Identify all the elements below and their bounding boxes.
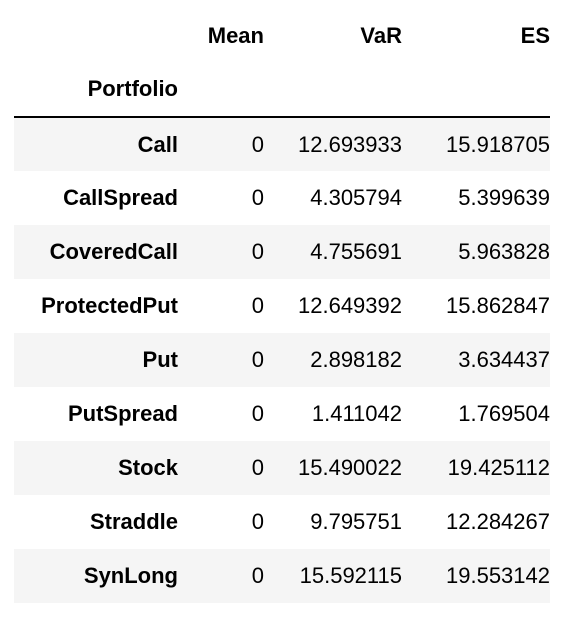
cell-es: 19.425112 [447,455,550,480]
cell-var: 9.795751 [310,509,402,534]
cell-mean: 0 [251,239,264,264]
cell-es: 15.918705 [446,131,550,157]
row-label-portfolio: SynLong [83,563,178,588]
table-row: Straddle 0 9.795751 12.284267 [14,495,550,549]
risk-metrics-table: Mean VaR ES Portfolio Call 0 12.693933 15.9… [14,10,550,603]
row-label-portfolio: Stock [118,455,178,480]
cell-mean: 0 [251,563,264,588]
cell-es: 3.634437 [458,347,550,372]
table-row: SynLong 0 15.592115 19.553142 [14,549,550,603]
table-row: Put 0 2.898182 3.634437 [14,333,550,387]
row-label-portfolio: ProtectedPut [41,293,178,318]
index-name-header: Portfolio [14,62,178,118]
cell-mean: 0 [251,185,264,210]
cell-es: 5.963828 [458,239,550,264]
cell-var: 4.755691 [310,239,402,264]
table-row: CoveredCall 0 4.755691 5.963828 [14,225,550,279]
table-row: Call 0 12.693933 15.918705 [14,117,550,171]
row-label-portfolio: CoveredCall [49,239,178,264]
cell-es: 1.769504 [458,401,550,426]
row-label-portfolio: Straddle [89,509,178,534]
index-header-row: Portfolio [14,62,550,118]
cell-es: 15.862847 [446,293,550,318]
table-row: Stock 0 15.490022 19.425112 [14,441,550,495]
row-label-portfolio: PutSpread [67,401,178,426]
column-header-mean: Mean [207,23,264,48]
index-header-blank [402,62,550,118]
cell-mean: 0 [251,293,264,318]
cell-var: 4.305794 [310,185,402,210]
cell-es: 19.553142 [446,563,550,588]
cell-mean: 0 [251,347,264,372]
table-row: CallSpread 0 4.305794 5.399639 [14,171,550,225]
cell-var: 2.898182 [310,347,402,372]
cell-mean: 0 [251,401,264,426]
row-label-portfolio: Put [142,347,178,372]
cell-mean: 0 [251,509,264,534]
column-header-es: ES [520,23,550,48]
row-label-portfolio: CallSpread [63,185,178,210]
cell-var: 15.490022 [298,455,402,480]
cell-var: 15.592115 [299,563,402,588]
column-header-var: VaR [360,23,402,48]
cell-var: 12.693933 [298,131,402,157]
table-row: PutSpread 0 1.411042 1.769504 [14,387,550,441]
index-header-blank [178,62,264,118]
table-body: Call 0 12.693933 15.918705 CallSpread 0 4.3057… [14,117,550,603]
table-row: ProtectedPut 0 12.649392 15.862847 [14,279,550,333]
cell-es: 12.284267 [446,509,550,534]
cell-mean: 0 [251,131,264,157]
row-label-portfolio: Call [137,131,178,157]
cell-mean: 0 [251,455,264,480]
cell-es: 5.399639 [458,185,550,210]
header-corner [14,10,178,62]
cell-var: 12.649392 [298,293,402,318]
column-header-row: Mean VaR ES [14,10,550,62]
table-header: Mean VaR ES Portfolio [14,10,550,118]
index-header-blank [264,62,402,118]
cell-var: 1.411042 [311,401,402,426]
